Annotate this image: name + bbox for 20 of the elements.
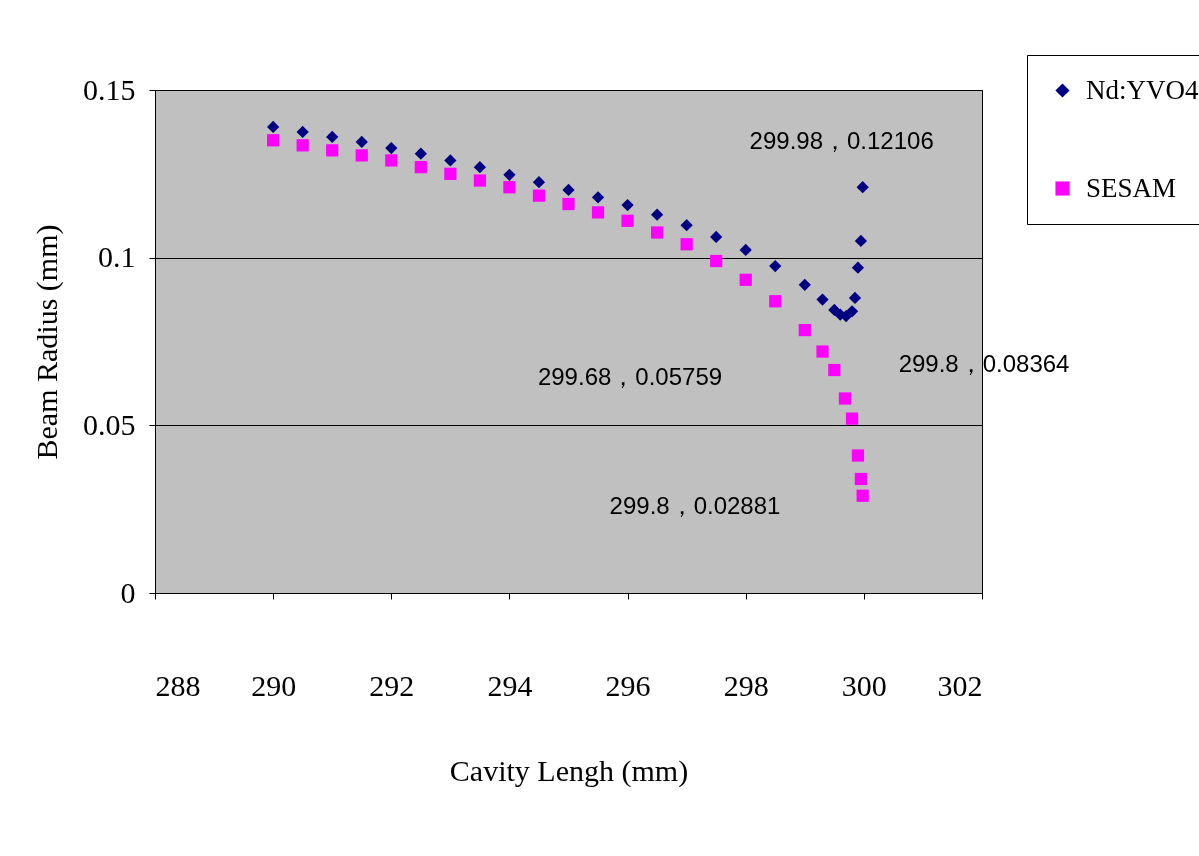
y-tick-label: 0 [120, 575, 136, 609]
x-tick-label: 290 [251, 668, 297, 702]
y-tick-label: 0.15 [83, 72, 136, 106]
x-tick-label: 288 [155, 668, 201, 702]
x-tick-label: 294 [487, 668, 533, 702]
y-tick-label: 0.05 [83, 407, 136, 441]
annotation: 299.68，0.05759 [537, 363, 723, 390]
y-tick-label: 0.1 [98, 240, 136, 274]
x-tick-label: 300 [841, 668, 887, 702]
annotation: 299.8，0.02881 [609, 492, 781, 519]
y-axis-title: Beam Radius (mm) [30, 224, 64, 460]
x-tick-label: 298 [723, 668, 769, 702]
legend-label: Nd:YVO4 [1086, 74, 1199, 105]
x-tick-label: 292 [369, 668, 415, 702]
x-tick-label: 296 [605, 668, 651, 702]
x-axis-title: Cavity Lengh (mm) [449, 753, 689, 788]
x-tick-label: 302 [937, 668, 983, 702]
legend-label: SESAM [1086, 172, 1177, 203]
annotation: 299.98，0.12106 [749, 127, 934, 155]
annotation: 299.8，0.08364 [898, 349, 1070, 377]
